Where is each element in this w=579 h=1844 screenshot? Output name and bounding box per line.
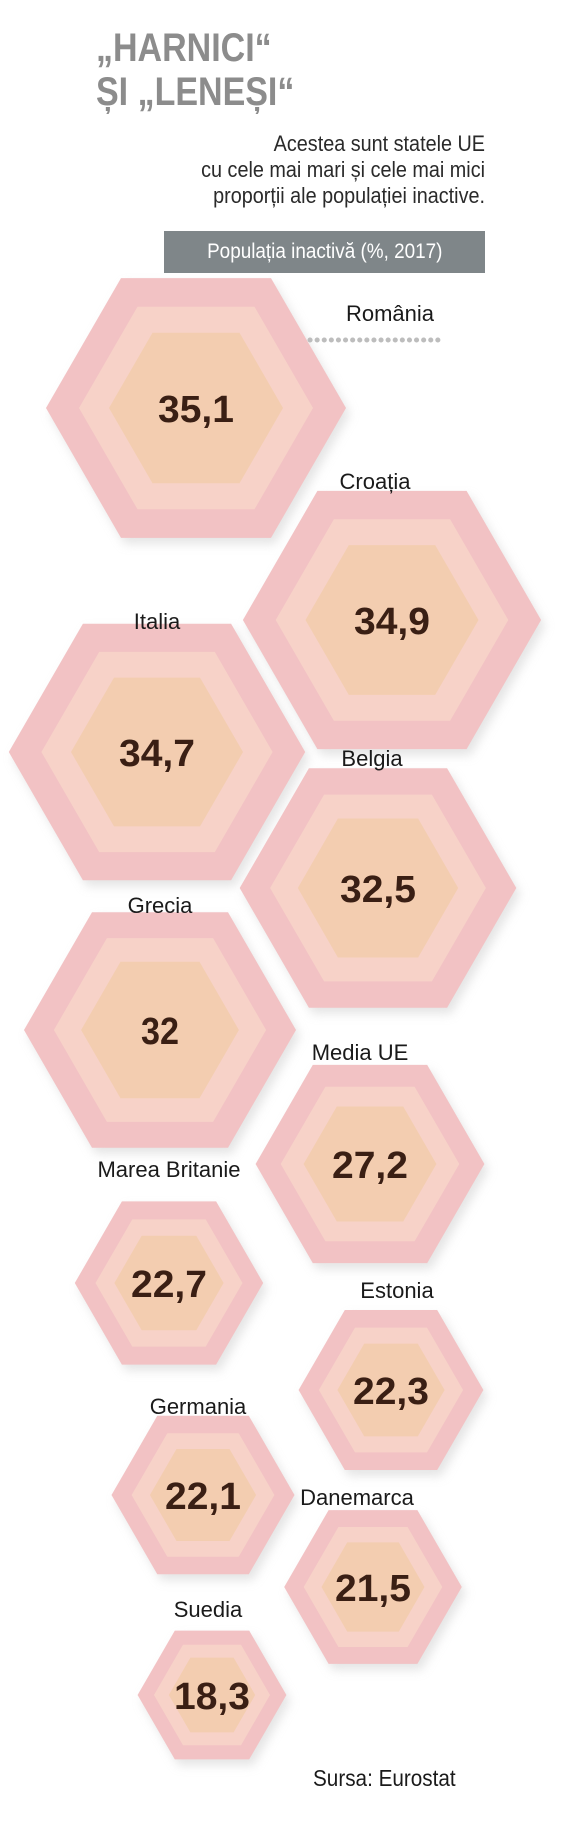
title-line-2: ȘI „LENEȘI“ <box>96 70 295 114</box>
chart-subtitle: Acestea sunt statele UE cu cele mai mari… <box>143 131 485 209</box>
hexagon-inner <box>321 1542 425 1632</box>
hexagon-inner <box>81 961 239 1099</box>
hexagon-inner <box>109 332 283 484</box>
hexagon-mark-germania: 22,1 Germania <box>111 1394 299 1581</box>
value-label: 34,9 <box>354 601 430 643</box>
category-label: Croația <box>340 469 412 494</box>
hexagon-inner <box>149 1449 257 1541</box>
hexagon-mark-grecia: 32 Grecia <box>24 893 300 1154</box>
value-label: 32 <box>141 1011 179 1053</box>
value-label: 21,5 <box>335 1568 411 1610</box>
hexagon-inner <box>305 545 479 695</box>
unit-badge: Populația inactivă (%, 2017) <box>164 231 485 273</box>
hexagon-inner <box>168 1657 256 1733</box>
source-note: Sursa: Eurostat <box>313 1765 456 1791</box>
value-label: 22,3 <box>353 1371 429 1413</box>
hexagon-inner <box>337 1343 445 1437</box>
value-label: 34,7 <box>119 733 195 775</box>
category-label: Danemarca <box>300 1485 414 1510</box>
hexagon-mark-danemarca: 21,5 Danemarca <box>284 1485 466 1670</box>
hexagon-mark-suedia: 18,3 Suedia <box>137 1597 291 1766</box>
hexagon-mark-media-ue: 27,2 Media UE <box>255 1040 489 1270</box>
value-label: 22,7 <box>131 1264 207 1306</box>
category-label: Marea Britanie <box>97 1157 240 1182</box>
subtitle-line-3: proporții ale populației inactive. <box>213 183 485 208</box>
subtitle-line-2: cu cele mai mari și cele mai mici <box>201 157 485 182</box>
category-label: Media UE <box>312 1040 409 1065</box>
category-label: Italia <box>134 609 181 634</box>
hexagon-mark-croatia: 34,9 Croația <box>242 469 546 756</box>
value-label: 32,5 <box>340 869 416 911</box>
hexagon-mark-marea-britanie: 22,7 Marea Britanie <box>74 1157 268 1371</box>
category-label: România <box>346 301 435 326</box>
value-label: 18,3 <box>174 1676 250 1718</box>
hexagon-mark-romania: 35,1 România <box>46 278 446 544</box>
hexagon-inner <box>71 677 243 827</box>
hexagon-mark-belgia: 32,5 Belgia <box>239 746 521 1014</box>
hexagon-mark-italia: 34,7 Italia <box>8 609 310 887</box>
value-label: 35,1 <box>158 389 234 431</box>
value-label: 27,2 <box>332 1145 408 1187</box>
category-label: Grecia <box>128 893 194 918</box>
hexagon-inner <box>114 1235 224 1331</box>
chart-title: „HARNICI“ ȘI „LENEȘI“ <box>96 26 294 114</box>
category-label: Germania <box>150 1394 247 1419</box>
hexagon-inner <box>303 1106 437 1222</box>
category-label: Belgia <box>341 746 403 771</box>
title-line-1: „HARNICI“ <box>96 26 272 70</box>
value-label: 22,1 <box>165 1476 241 1518</box>
hexagon-inner <box>297 818 459 958</box>
hexagon-mark-estonia: 22,3 Estonia <box>298 1278 488 1476</box>
subtitle-line-1: Acestea sunt statele UE <box>273 131 485 156</box>
unit-label: Populația inactivă (%, 2017) <box>206 240 443 263</box>
category-label: Suedia <box>174 1597 243 1622</box>
category-label: Estonia <box>360 1278 434 1303</box>
